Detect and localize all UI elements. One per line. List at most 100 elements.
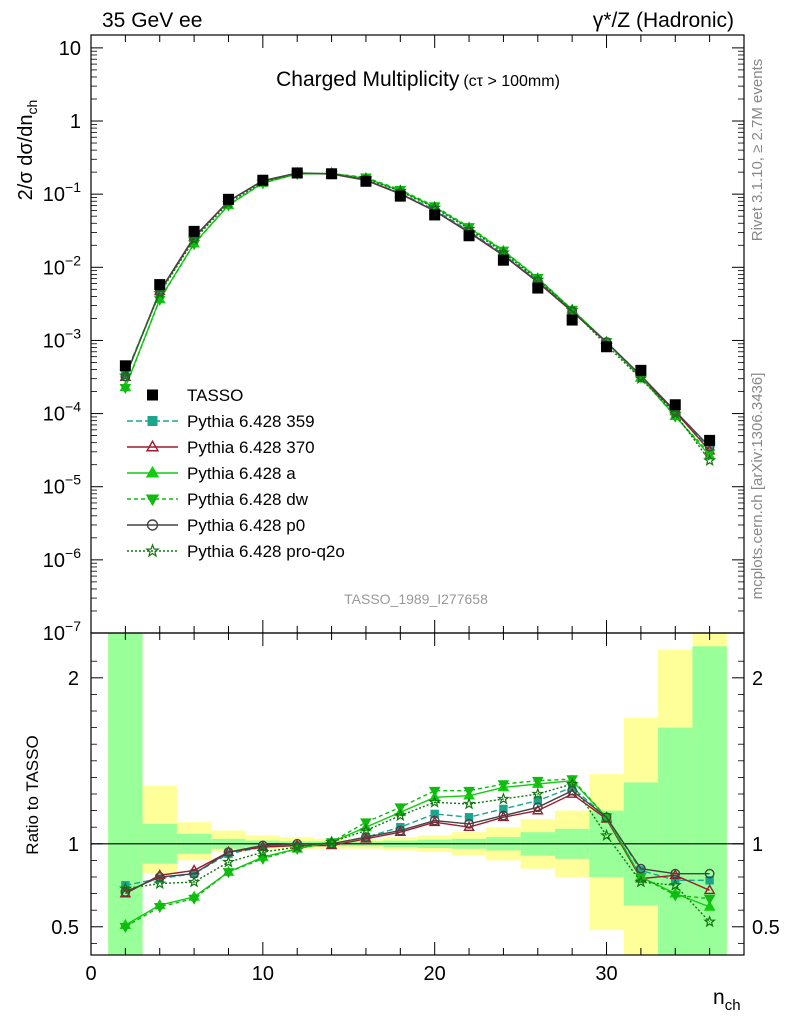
y-axis-label: 2/σ dσ/dnch xyxy=(15,100,40,201)
ratio-tick-label: 1 xyxy=(68,834,79,856)
y-tick-label-base: 10 xyxy=(43,184,65,206)
y-tick-label: 1 xyxy=(70,111,81,133)
ratio-series-point xyxy=(118,881,132,895)
uncertainty-band-inner xyxy=(108,633,143,955)
legend-marker xyxy=(147,416,158,426)
data-point xyxy=(669,399,681,411)
data-point xyxy=(360,175,372,187)
y-tick-label-exponent: −3 xyxy=(65,325,81,341)
main-series-line xyxy=(124,172,711,452)
chart-title: Charged Multiplicity (cτ > 100mm) xyxy=(276,68,560,91)
uncertainty-band-inner xyxy=(658,727,693,955)
y-tick-label: 10−6 xyxy=(43,545,81,572)
ratio-series-point xyxy=(464,813,474,822)
main-series-point xyxy=(496,245,510,259)
ratio-panel-series xyxy=(118,774,717,934)
legend-marker xyxy=(145,494,160,507)
ratio-tick-label: 0.5 xyxy=(51,917,79,939)
x-axis-label-main: n xyxy=(713,986,725,1009)
ratio-series-point xyxy=(703,894,716,905)
main-series-point xyxy=(187,232,201,246)
ratio-series-point xyxy=(222,855,235,868)
mcplots-text: mcplots.cern.ch [arXiv:1306.3436] xyxy=(749,373,766,600)
data-point xyxy=(635,364,647,376)
legend-entry: Pythia 6.428 pro-q2o xyxy=(127,542,345,561)
y-tick-label: 10−5 xyxy=(43,472,81,499)
data-point xyxy=(463,230,475,242)
header-right: γ*/Z (Hadronic) xyxy=(593,9,734,32)
y-tick-label: 10 xyxy=(59,38,81,60)
x-axis-label: nch xyxy=(713,986,741,1014)
main-series-point xyxy=(668,407,682,420)
main-series-line xyxy=(124,172,711,448)
ratio-series-point xyxy=(531,787,545,800)
data-point xyxy=(326,168,338,180)
ratio-series-point xyxy=(290,840,304,853)
y-tick-label-base: 10 xyxy=(43,623,65,645)
ratio-series-point xyxy=(531,804,544,815)
ratio-series-point xyxy=(395,825,406,836)
y-tick-label-exponent: −6 xyxy=(65,545,81,561)
ratio-series-point xyxy=(670,868,681,879)
x-axis-label-sub: ch xyxy=(725,997,741,1014)
data-point xyxy=(532,282,544,294)
ratio-series-point xyxy=(463,786,475,797)
rivet-version-text: Rivet 3.1.10, ≥ 2.7M events xyxy=(749,59,766,242)
ratio-series-point xyxy=(325,835,339,848)
ratio-series-point xyxy=(188,894,200,905)
data-point xyxy=(497,254,509,266)
y-tick-label-exponent: −4 xyxy=(65,399,81,415)
ratio-series-point xyxy=(120,887,131,897)
ratio-series-point xyxy=(462,797,476,810)
ratio-series-point xyxy=(565,777,579,790)
ratio-tick-label-right: 2 xyxy=(752,668,763,690)
ratio-y-axis-label: Ratio to TASSO xyxy=(23,735,42,854)
y-tick-label-base: 10 xyxy=(43,330,65,352)
ratio-series-point xyxy=(292,838,303,849)
y-tick-label-base: 10 xyxy=(43,550,65,572)
y-axis-label-main: 2/σ dσ/dn xyxy=(15,114,37,200)
y-tick-label-base: 10 xyxy=(43,257,65,279)
ratio-series-point xyxy=(257,854,269,865)
legend-marker xyxy=(146,519,159,531)
main-series-point xyxy=(705,444,714,453)
ratio-series-point xyxy=(703,884,716,895)
ratio-series-point xyxy=(187,875,201,888)
y-tick-label-exponent: −2 xyxy=(65,252,81,268)
analysis-id: TASSO_1989_I277658 xyxy=(344,591,488,607)
ratio-series-point xyxy=(634,875,648,888)
y-tick-label-exponent: −5 xyxy=(65,472,81,488)
ratio-series-point xyxy=(705,876,714,885)
ratio-series-point xyxy=(704,868,715,879)
y-tick-label-base: 10 xyxy=(43,404,65,426)
legend-entry: Pythia 6.428 370 xyxy=(127,438,315,457)
legend-marker xyxy=(145,439,160,452)
data-point xyxy=(704,434,716,446)
ratio-series-point xyxy=(393,808,407,822)
ratio-uncertainty-bands xyxy=(108,633,727,955)
x-tick-label: 20 xyxy=(424,963,446,985)
ratio-tick-label: 2 xyxy=(68,668,79,690)
data-points xyxy=(119,167,716,446)
ratio-series-point xyxy=(222,868,235,879)
main-series-point xyxy=(703,453,717,466)
data-point xyxy=(119,360,131,372)
main-series-point xyxy=(565,303,579,316)
data-point xyxy=(154,279,166,291)
ratio-series-line xyxy=(125,789,710,893)
chart-title-main: Charged Multiplicity xyxy=(276,68,460,91)
ratio-series-point xyxy=(635,863,646,874)
ratio-series-point xyxy=(499,804,508,814)
ratio-series-point xyxy=(669,891,682,902)
ratio-series-group xyxy=(118,777,717,928)
ratio-series-point xyxy=(531,776,544,787)
ratio-series-point xyxy=(153,903,166,914)
ratio-series-point xyxy=(532,802,543,813)
ratio-series-point xyxy=(463,820,475,832)
y-tick-label-exponent: −7 xyxy=(65,618,81,634)
x-tick-label: 0 xyxy=(85,963,96,985)
data-point xyxy=(257,174,269,186)
legend-label: Pythia 6.428 pro-q2o xyxy=(187,542,345,561)
ratio-series-point xyxy=(428,795,442,808)
main-series-group xyxy=(121,169,714,453)
